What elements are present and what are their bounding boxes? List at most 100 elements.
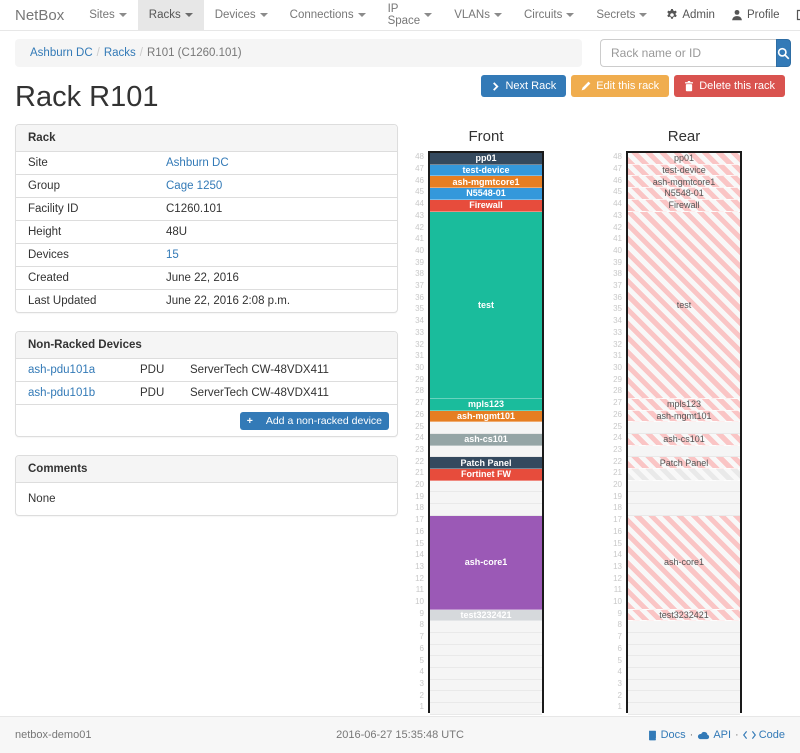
rack-unit-empty [628,644,740,657]
app-brand[interactable]: NetBox [15,6,65,24]
rack-unit-fortinet-fw[interactable]: Fortinet FW [430,469,542,481]
nav-item-circuits[interactable]: Circuits [513,0,585,30]
unit-number: 1 [419,702,424,712]
attribute-value-last-updated: June 22, 2016 2:08 p.m. [166,295,291,307]
rack-unit-test[interactable]: test [628,211,740,399]
nav-item-vlans[interactable]: VLANs [443,0,513,30]
nav-item-devices[interactable]: Devices [204,0,279,30]
rack-attribute-row: Last Updated June 22, 2016 2:08 p.m. [16,289,397,312]
nav-item-connections[interactable]: Connections [279,0,377,30]
nav-item-profile[interactable]: Profile [723,0,788,30]
breadcrumb-item-ashburn-dc[interactable]: Ashburn DC [30,47,93,59]
attribute-value-devices[interactable]: 15 [166,249,179,261]
unit-number: 22 [415,456,424,466]
attribute-value-site[interactable]: Ashburn DC [166,157,229,169]
edit-rack-button[interactable]: Edit this rack [571,75,670,97]
page-title: Rack R101 [15,81,159,113]
rack-unit-ash-core1[interactable]: ash-core1 [628,515,740,610]
rack-unit-ash-cs101[interactable]: ash-cs101 [430,433,542,446]
rack-unit-ash-cs101[interactable]: ash-cs101 [628,433,740,446]
nav-item-admin[interactable]: Admin [658,0,723,30]
nav-item-secrets[interactable]: Secrets [585,0,658,30]
unit-number: 24 [613,433,622,443]
rack-unit-pp01[interactable]: pp01 [628,153,740,165]
nav-item-log-out[interactable]: Log out [788,0,800,30]
rack-panel: Rack Site Ashburn DC Group Cage 1250 Facilit… [15,124,398,313]
unit-number: 26 [415,409,424,419]
unit-number: 14 [415,550,424,560]
rack-unit-test-device[interactable]: test-device [628,164,740,177]
rack-unit-ash-mgmt101[interactable]: ash-mgmt101 [430,410,542,423]
rack-unit-ash-core1[interactable]: ash-core1 [430,515,542,610]
non-racked-devices-panel: Non-Racked Devices ash-pdu101a PDU ServerT… [15,331,398,437]
rack-attributes-table: Site Ashburn DC Group Cage 1250 Facility ID C… [16,152,397,312]
unit-number: 34 [415,316,424,326]
attribute-value: 48U [154,220,397,244]
unit-number: 12 [613,573,622,583]
unit-number: 31 [613,351,622,361]
nav-item-racks[interactable]: Racks [137,0,204,30]
unit-number: 3 [617,678,622,688]
device-name-link[interactable]: ash-pdu101a [28,364,96,376]
breadcrumb-separator: / [139,47,143,59]
unit-number: 48 [613,152,622,162]
rack-unit-ash-mgmt101[interactable]: ash-mgmt101 [628,410,740,423]
unit-number: 23 [613,444,622,454]
device-model-cell: ServerTech CW-48VDX411 [190,364,329,376]
search-icon [777,47,790,60]
unit-number: 39 [613,257,622,267]
gear-icon [666,9,678,21]
search-button[interactable] [776,39,791,67]
attribute-label: Devices [16,243,154,267]
unit-number: 44 [415,199,424,209]
unit-number: 23 [415,444,424,454]
unit-number: 21 [613,468,622,478]
rack-unit-ash-mgmtcore1[interactable]: ash-mgmtcore1 [430,176,542,189]
rack-unit-n5548-01[interactable]: N5548-01 [430,188,542,200]
add-non-racked-device-button[interactable]: + Add a non-racked device [239,412,389,430]
rack-search-input[interactable] [600,39,776,67]
footer-link-code[interactable]: Code [742,729,785,741]
rack-unit-ash-mgmtcore1[interactable]: ash-mgmtcore1 [628,176,740,189]
footer-link-docs[interactable]: Docs [647,729,686,741]
nav-item-ip-space[interactable]: IP Space [377,0,444,30]
breadcrumb-item-racks[interactable]: Racks [103,47,136,59]
rack-unit-test-device[interactable]: test-device [430,164,542,177]
rack-unit-test[interactable]: test [430,211,542,399]
unit-number: 35 [415,304,424,314]
unit-number: 32 [415,339,424,349]
rack-unit-test3232421[interactable]: test3232421 [430,609,542,622]
unit-number: 29 [613,374,622,384]
rack-unit-patch-panel[interactable]: Patch Panel [628,457,740,470]
delete-rack-button[interactable]: Delete this rack [674,75,785,97]
rack-unit-n5548-01[interactable]: N5548-01 [628,188,740,200]
device-model-cell: ServerTech CW-48VDX411 [178,381,397,404]
rack-unit-empty [628,492,740,505]
rack-unit-empty [628,691,740,704]
unit-number: 15 [613,538,622,548]
device-name-link[interactable]: ash-pdu101b [28,387,96,399]
nav-item-sites[interactable]: Sites [78,0,138,30]
unit-number: 30 [415,363,424,372]
rack-unit-patch-panel[interactable]: Patch Panel [430,457,542,470]
next-rack-button[interactable]: Next Rack [481,75,567,97]
rack-unit-empty [430,422,542,434]
rack-unit-mpls123[interactable]: mpls123 [628,398,740,411]
rack-unit-pp01[interactable]: pp01 [430,153,542,165]
attribute-value-group[interactable]: Cage 1250 [166,180,223,192]
rack-attribute-row: Created June 22, 2016 [16,266,397,290]
footer-link-api[interactable]: API [697,729,731,741]
rack-unit-mpls123[interactable]: mpls123 [430,398,542,411]
rack-unit-firewall[interactable]: Firewall [628,199,740,212]
rack-unit-firewall[interactable]: Firewall [430,199,542,212]
unit-number: 6 [617,643,622,653]
rack-search-form [600,39,791,67]
breadcrumb-item-r101-c1260-101-: R101 (C1260.101) [147,47,242,59]
unit-number: 21 [415,468,424,478]
device-type-cell: PDU [140,364,165,376]
front-unit-numbers: 48 47 46 45 44 43 42 41 40 39 38 37 36 35 34 33 32 31 30 29… [406,151,428,713]
rack-unit-test3232421[interactable]: test3232421 [628,609,740,622]
device-name-cell: ash-pdu101a [16,359,128,382]
rack-unit-u21[interactable] [628,469,740,481]
front-rack: pp01 test-device ash-mgmtcore1 N5548-01 Fire… [428,151,544,715]
